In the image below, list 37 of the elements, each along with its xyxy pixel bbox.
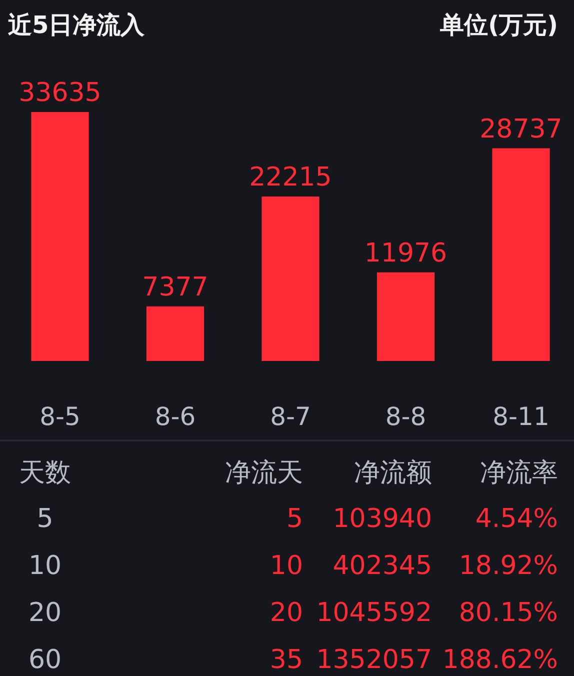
text: 103940 [332,504,432,534]
data-label: 7377 [142,272,208,302]
text: 18.92% [458,551,558,581]
bar [262,196,320,361]
data-label: 11976 [364,238,448,268]
text: 1352057 [316,645,432,675]
text: 1045592 [316,598,432,628]
text: 20 [28,598,62,628]
text: 10 [28,551,62,581]
chart-subtitle: 单位(万元) [439,11,558,39]
text: 5 [36,504,54,534]
data-label: 33635 [18,78,102,108]
text: 60 [28,645,62,675]
bar [31,112,89,361]
text: 35 [270,645,303,675]
x-tick-label: 8-11 [492,402,550,431]
category-label: 天数 [19,458,71,488]
category-label: 净流额 [354,458,432,488]
x-tick-label: 8-8 [385,402,426,431]
category-label: 净流天 [225,458,303,488]
text: 80.15% [458,598,558,628]
x-tick-label: 8-5 [40,402,80,431]
bar [376,272,435,361]
text: 5 [286,504,303,534]
text: 188.62% [442,645,558,675]
text: 402345 [332,551,432,581]
bar [492,148,550,361]
x-tick-label: 8-6 [154,402,196,431]
bar [146,306,204,361]
data-label: 28737 [480,114,562,144]
text: 10 [270,551,303,581]
text: 4.54% [475,504,558,534]
category-label: 净流率 [480,458,558,488]
text: 20 [270,598,303,628]
chart-title: 近5日净流入 [8,11,146,39]
x-tick-label: 8-7 [270,402,311,431]
data-label: 22215 [249,162,332,193]
